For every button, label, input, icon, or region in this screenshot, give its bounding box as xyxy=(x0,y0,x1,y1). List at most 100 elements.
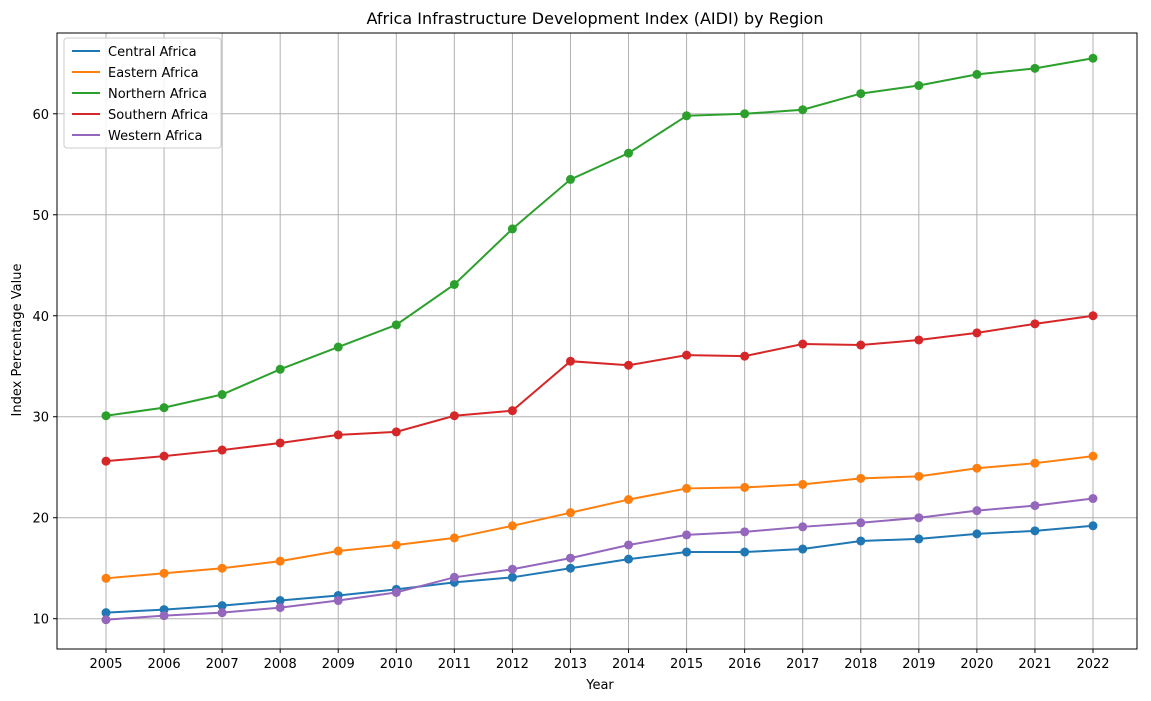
y-tick-label: 50 xyxy=(32,209,49,224)
data-point xyxy=(101,573,111,583)
data-point xyxy=(740,547,750,557)
legend-entry: Eastern Africa xyxy=(108,66,199,81)
data-point xyxy=(565,508,575,518)
data-point xyxy=(391,587,401,597)
data-point xyxy=(449,411,459,421)
data-point xyxy=(798,522,808,532)
data-point xyxy=(449,572,459,582)
data-point xyxy=(1030,63,1040,73)
data-point xyxy=(101,608,111,618)
x-tick-label: 2022 xyxy=(1076,657,1109,672)
chart-title: Africa Infrastructure Development Index … xyxy=(367,9,824,28)
data-point xyxy=(275,603,285,613)
data-point xyxy=(159,611,169,621)
y-axis-label: Index Percentage Value xyxy=(10,264,25,417)
data-point xyxy=(565,356,575,366)
data-point xyxy=(856,536,866,546)
data-point xyxy=(275,556,285,566)
data-point xyxy=(159,568,169,578)
data-point xyxy=(1030,526,1040,536)
x-tick-label: 2019 xyxy=(902,657,935,672)
data-point xyxy=(972,328,982,338)
data-point xyxy=(333,546,343,556)
data-point xyxy=(972,529,982,539)
legend-entry: Western Africa xyxy=(108,129,203,144)
data-point xyxy=(1030,501,1040,511)
x-tick-label: 2008 xyxy=(264,657,297,672)
y-tick-label: 10 xyxy=(32,613,49,628)
data-point xyxy=(682,547,692,557)
x-tick-label: 2020 xyxy=(960,657,993,672)
data-point xyxy=(914,81,924,91)
data-point xyxy=(507,521,517,531)
data-point xyxy=(798,479,808,489)
data-point xyxy=(624,495,634,505)
series-northern-africa xyxy=(101,53,1098,421)
data-point xyxy=(391,540,401,550)
data-point xyxy=(507,406,517,416)
data-point xyxy=(391,320,401,330)
plot-frame xyxy=(56,32,1138,650)
data-point xyxy=(449,533,459,543)
data-point xyxy=(682,111,692,121)
data-point xyxy=(856,340,866,350)
data-point xyxy=(682,530,692,540)
data-point xyxy=(101,411,111,421)
data-point xyxy=(507,572,517,582)
x-tick-label: 2011 xyxy=(438,657,471,672)
data-point xyxy=(159,403,169,413)
data-point xyxy=(798,105,808,115)
x-tick-label: 2006 xyxy=(148,657,181,672)
data-point xyxy=(1088,521,1098,531)
series-line xyxy=(105,455,1094,580)
data-point xyxy=(449,279,459,289)
x-tick-label: 2010 xyxy=(380,657,413,672)
data-point xyxy=(682,350,692,360)
data-point xyxy=(101,456,111,466)
legend-entry: Southern Africa xyxy=(108,108,208,123)
data-point xyxy=(856,89,866,99)
data-point xyxy=(740,527,750,537)
data-point xyxy=(565,553,575,563)
data-point xyxy=(914,471,924,481)
data-point xyxy=(740,482,750,492)
x-tick-label: 2014 xyxy=(612,657,645,672)
legend-box xyxy=(63,37,222,149)
data-point xyxy=(217,445,227,455)
data-point xyxy=(856,518,866,528)
series-southern-africa xyxy=(101,311,1098,466)
data-point xyxy=(507,224,517,234)
data-point xyxy=(333,342,343,352)
y-tick-label: 30 xyxy=(32,411,49,426)
data-point xyxy=(1088,53,1098,63)
series-line xyxy=(105,524,1094,614)
data-point xyxy=(217,390,227,400)
data-point xyxy=(624,554,634,564)
y-tick-label: 20 xyxy=(32,512,49,527)
x-tick-label: 2015 xyxy=(670,657,703,672)
series-line xyxy=(105,57,1094,417)
legend: Central Africa Eastern Africa Northern Afr… xyxy=(63,37,222,149)
x-tick-label: 2007 xyxy=(206,657,239,672)
data-point xyxy=(624,540,634,550)
x-tick-label: 2016 xyxy=(728,657,761,672)
data-point xyxy=(740,351,750,361)
data-point xyxy=(740,109,750,119)
data-point xyxy=(101,615,111,625)
x-axis-label: Year xyxy=(585,678,614,693)
data-point xyxy=(914,335,924,345)
data-point xyxy=(333,596,343,606)
data-point xyxy=(1030,319,1040,329)
data-point xyxy=(972,463,982,473)
x-tick-label: 2012 xyxy=(496,657,529,672)
data-point xyxy=(159,451,169,461)
y-axis: 10 20 30 40 50 60 xyxy=(32,108,57,628)
x-tick-label: 2013 xyxy=(554,657,587,672)
data-point xyxy=(1030,458,1040,468)
data-point xyxy=(217,608,227,618)
series-line xyxy=(105,314,1094,463)
y-tick-label: 40 xyxy=(32,310,49,325)
data-point xyxy=(1088,494,1098,504)
x-tick-label: 2017 xyxy=(786,657,819,672)
